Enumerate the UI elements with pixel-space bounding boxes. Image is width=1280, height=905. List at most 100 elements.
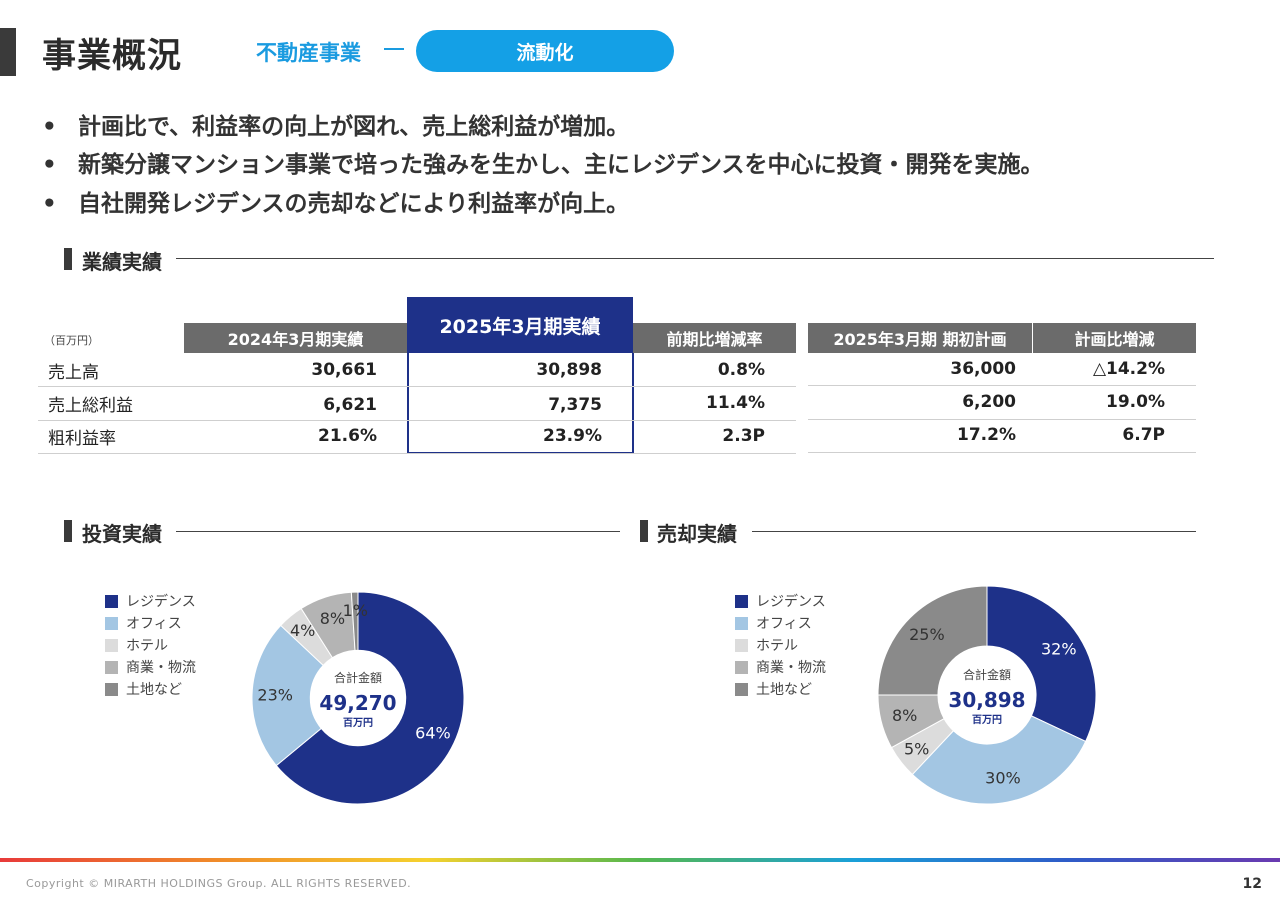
legend-label: 土地など	[756, 682, 812, 698]
donut-slice-label: 23%	[257, 685, 293, 704]
legend-item: 土地など	[735, 678, 826, 700]
legend-item: 商業・物流	[735, 656, 826, 678]
donut-slice-label: 5%	[904, 740, 929, 759]
donut-slice-レジデンス	[275, 591, 465, 805]
investment-section-title: 投資実績	[82, 522, 162, 546]
legend-swatch	[105, 638, 118, 652]
legend-swatch	[105, 616, 118, 630]
legend-swatch	[105, 682, 118, 696]
cell-yoy: 0.8%	[717, 360, 765, 380]
section-rule	[176, 258, 1214, 259]
cell-vs-plan: 6.7P	[1122, 425, 1165, 445]
bullet-2: • 新築分譲マンション事業で培った強みを生かし、主にレジデンスを中心に投資・開発を…	[42, 152, 1044, 178]
section-dash	[384, 48, 404, 50]
donut-slice-label: 8%	[892, 706, 917, 725]
page-number: 12	[1242, 876, 1262, 892]
sales-section-title: 売却実績	[657, 522, 737, 546]
legend-sales: レジデンス オフィス ホテル 商業・物流 土地など	[735, 590, 826, 700]
donut-slice-label: 25%	[909, 625, 945, 644]
donut-slice-土地など	[877, 585, 988, 696]
page-title: 事業概況	[42, 36, 182, 76]
donut-center-value: 30,898	[948, 688, 1025, 712]
col-header-vs-plan: 計画比増減	[1033, 323, 1196, 353]
donut-slice-レジデンス	[986, 585, 1097, 743]
legend-item: ホテル	[105, 634, 196, 656]
cell-plan: 36,000	[950, 359, 1016, 379]
legend-swatch	[735, 682, 748, 696]
legend-item: オフィス	[735, 612, 826, 634]
cell-fy2024: 21.6%	[318, 426, 377, 446]
legend-swatch	[735, 616, 748, 630]
donut-slice-土地など	[350, 591, 359, 651]
cell-vs-plan: △14.2%	[1092, 359, 1165, 379]
legend-item: レジデンス	[735, 590, 826, 612]
donut-slice-オフィス	[911, 715, 1087, 805]
donut-center-unit: 百万円	[972, 714, 1002, 726]
donut-slice-label: 32%	[1041, 639, 1077, 658]
donut-center-caption: 合計金額	[963, 667, 1011, 682]
row-divider	[808, 385, 1196, 386]
row-label: 売上総利益	[48, 395, 133, 416]
cell-fy2024: 6,621	[323, 395, 377, 415]
row-label: 売上高	[48, 362, 99, 383]
col-header-yoy: 前期比増減率	[633, 323, 796, 353]
legend-label: オフィス	[126, 616, 182, 632]
cell-plan: 6,200	[962, 392, 1016, 412]
bullet-3: • 自社開発レジデンスの売却などにより利益率が向上。	[42, 191, 630, 217]
section-rule	[752, 531, 1196, 532]
cell-fy2025: 7,375	[548, 395, 602, 415]
legend-swatch	[735, 660, 748, 674]
legend-label: ホテル	[756, 638, 798, 654]
cell-fy2024: 30,661	[311, 360, 377, 380]
footer-rainbow-bar	[0, 858, 1280, 862]
row-label: 粗利益率	[48, 428, 116, 449]
legend-label: 商業・物流	[756, 660, 826, 676]
legend-label: レジデンス	[126, 594, 196, 610]
sales-donut-chart: 32% 30% 5% 8% 25% 合計金額 30,898 百万円	[877, 585, 1097, 805]
title-accent-bar	[0, 28, 16, 76]
cell-fy2025: 23.9%	[543, 426, 602, 446]
donut-slice-label: 30%	[985, 769, 1021, 788]
legend-swatch	[735, 594, 748, 608]
donut-slice-label: 1%	[343, 601, 368, 620]
legend-item: オフィス	[105, 612, 196, 634]
row-divider	[38, 420, 796, 421]
section-marker	[64, 248, 72, 270]
cell-plan: 17.2%	[957, 425, 1016, 445]
row-divider	[38, 453, 796, 454]
donut-center-unit: 百万円	[343, 717, 373, 729]
legend-item: ホテル	[735, 634, 826, 656]
col-header-fy2025: 2025年3月期実績	[407, 297, 633, 353]
bullet-text: 新築分譲マンション事業で培った強みを生かし、主にレジデンスを中心に投資・開発を実…	[78, 152, 1044, 178]
legend-investment: レジデンス オフィス ホテル 商業・物流 土地など	[105, 590, 196, 700]
row-divider	[808, 452, 1196, 453]
legend-label: 商業・物流	[126, 660, 196, 676]
investment-donut-chart: 64% 23% 4% 8%1% 合計金額 49,270 百万円	[251, 591, 465, 805]
legend-swatch	[735, 638, 748, 652]
donut-center-caption: 合計金額	[334, 670, 382, 685]
section-tag-pill: 流動化	[416, 30, 674, 72]
donut-slice-label: 64%	[415, 723, 451, 742]
copyright-text: Copyright © MIRARTH HOLDINGS Group. ALL …	[26, 877, 412, 890]
unit-label: （百万円）	[44, 334, 99, 347]
section-marker	[640, 520, 648, 542]
cell-yoy: 2.3P	[722, 426, 765, 446]
legend-item: 土地など	[105, 678, 196, 700]
col-header-plan: 2025年3月期 期初計画	[808, 323, 1032, 353]
donut-center-value: 49,270	[319, 691, 396, 715]
cell-vs-plan: 19.0%	[1106, 392, 1165, 412]
donut-slice-label: 8%	[320, 609, 345, 628]
section-label: 不動産事業	[256, 41, 361, 65]
legend-swatch	[105, 594, 118, 608]
legend-label: レジデンス	[756, 594, 826, 610]
legend-label: ホテル	[126, 638, 168, 654]
bullet-text: 自社開発レジデンスの売却などにより利益率が向上。	[78, 191, 630, 217]
legend-label: オフィス	[756, 616, 812, 632]
donut-slice-label: 4%	[290, 621, 315, 640]
col-header-fy2024: 2024年3月期実績	[184, 323, 407, 353]
row-divider	[808, 419, 1196, 420]
legend-item: レジデンス	[105, 590, 196, 612]
cell-fy2025: 30,898	[536, 360, 602, 380]
bullet-text: 計画比で、利益率の向上が図れ、売上総利益が増加。	[78, 114, 630, 140]
section-marker	[64, 520, 72, 542]
